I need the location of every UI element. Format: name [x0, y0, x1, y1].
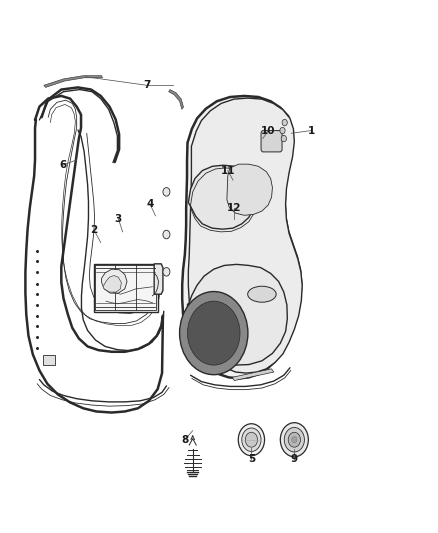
Text: 9: 9	[291, 455, 298, 464]
Circle shape	[282, 119, 287, 126]
Text: 10: 10	[261, 126, 276, 135]
Text: 7: 7	[143, 80, 150, 90]
Circle shape	[280, 127, 285, 134]
Polygon shape	[154, 264, 163, 294]
Polygon shape	[227, 164, 272, 215]
Circle shape	[163, 188, 170, 196]
Text: 2: 2	[91, 225, 98, 235]
Text: 8: 8	[181, 435, 188, 445]
Polygon shape	[188, 165, 255, 229]
Circle shape	[281, 135, 286, 142]
Circle shape	[238, 424, 265, 456]
Text: 5: 5	[248, 455, 255, 464]
Polygon shape	[188, 98, 302, 373]
Text: 1: 1	[307, 126, 314, 135]
Polygon shape	[102, 269, 127, 293]
Polygon shape	[182, 96, 301, 378]
Text: 11: 11	[220, 166, 235, 175]
Circle shape	[288, 432, 300, 447]
Circle shape	[163, 230, 170, 239]
Polygon shape	[232, 369, 274, 381]
Text: 3: 3	[115, 214, 122, 223]
Polygon shape	[187, 264, 287, 365]
Circle shape	[292, 437, 297, 443]
Text: 4: 4	[146, 199, 153, 208]
Bar	[43, 355, 55, 365]
Circle shape	[242, 428, 261, 451]
Polygon shape	[169, 90, 184, 109]
Circle shape	[284, 427, 304, 452]
Text: 6: 6	[59, 160, 66, 170]
FancyBboxPatch shape	[261, 131, 282, 152]
Polygon shape	[94, 264, 158, 312]
Circle shape	[163, 268, 170, 276]
Ellipse shape	[247, 286, 276, 302]
Circle shape	[180, 292, 248, 375]
Circle shape	[187, 301, 240, 365]
Polygon shape	[44, 76, 102, 87]
Text: 12: 12	[227, 203, 242, 213]
Polygon shape	[103, 276, 121, 292]
Circle shape	[245, 432, 258, 447]
Circle shape	[280, 423, 308, 457]
